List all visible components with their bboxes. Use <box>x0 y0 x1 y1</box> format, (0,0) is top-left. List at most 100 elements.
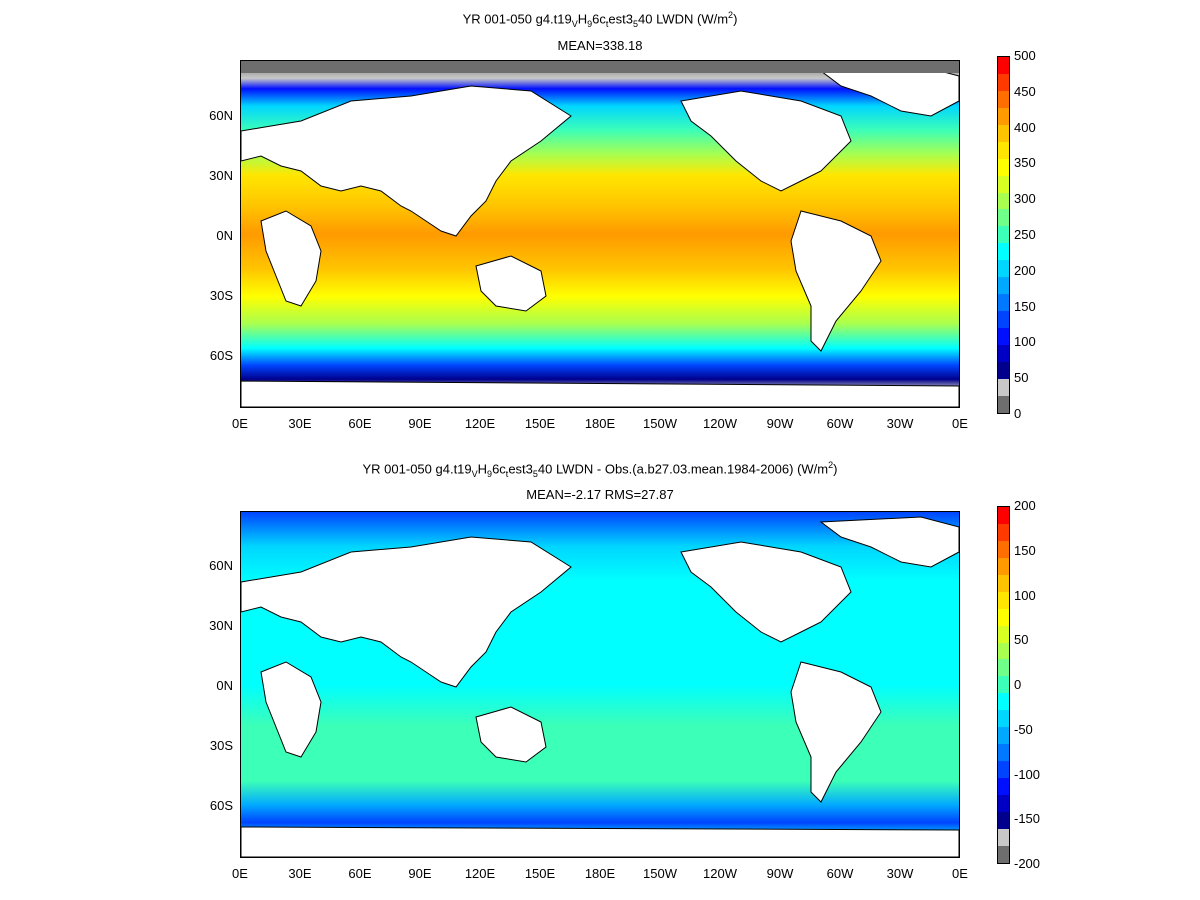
colorbar-tick-label: 50 <box>1014 370 1029 386</box>
colorbar-tick-label: -150 <box>1014 811 1041 827</box>
colorbar-tick-label: 450 <box>1014 83 1036 99</box>
colorbar-tick-label: -100 <box>1014 766 1041 782</box>
lon-tick-label: 30W <box>886 416 914 431</box>
lat-tick-label: 30S <box>209 738 233 753</box>
lon-tick-label: 0E <box>952 416 968 431</box>
lon-tick-label: 150E <box>524 416 556 431</box>
colorbar-segment <box>998 811 1009 829</box>
colorbar-segment <box>998 395 1009 413</box>
colorbar-segment <box>998 277 1009 295</box>
colorbar-tick-label: 500 <box>1014 48 1036 63</box>
lon-tick-label: 90E <box>408 416 432 431</box>
colorbar-segment <box>998 192 1009 210</box>
colorbar-segment <box>998 794 1009 812</box>
panel-subtitle: MEAN=-2.17 RMS=27.87 <box>526 487 674 502</box>
colorbar-segment <box>998 676 1009 694</box>
lon-tick-label: 0E <box>952 866 968 881</box>
colorbar-segment <box>998 507 1009 524</box>
lon-tick-label: 150W <box>643 416 677 431</box>
lon-tick-label: 90W <box>766 416 794 431</box>
lon-tick-label: 30E <box>288 866 312 881</box>
panel-lwdn: YR 001-050 g4.t19VH96ctest3540 LWDN (W/m… <box>209 10 1036 431</box>
colorbar-segment <box>998 226 1009 244</box>
colorbar <box>997 506 1010 864</box>
colorbar-tick-label: 200 <box>1014 498 1036 513</box>
lon-tick-label: 0E <box>232 866 248 881</box>
colorbar-segment <box>998 344 1009 362</box>
colorbar-tick-label: 50 <box>1014 632 1029 648</box>
colorbar-segment <box>998 90 1009 108</box>
colorbar-tick-label: 0 <box>1014 677 1022 692</box>
lon-tick-label: 60E <box>348 416 372 431</box>
lon-tick-label: 180E <box>584 416 616 431</box>
colorbar-tick-label: 250 <box>1014 227 1036 242</box>
map-plot <box>240 60 960 408</box>
lon-tick-label: 120W <box>703 416 737 431</box>
colorbar-segment <box>998 540 1009 558</box>
colorbar-segment <box>998 124 1009 142</box>
lat-tick-label: 0N <box>216 678 233 693</box>
colorbar-segment <box>998 625 1009 643</box>
colorbar-segment <box>998 378 1009 396</box>
colorbar-tick-label: 300 <box>1014 191 1036 207</box>
panel-title: YR 001-050 g4.t19VH96ctest3540 LWDN (W/m… <box>462 10 738 29</box>
colorbar-segment <box>998 659 1009 677</box>
colorbar-segment <box>998 744 1009 762</box>
colorbar-segment <box>998 761 1009 778</box>
colorbar-segment <box>998 209 1009 227</box>
colorbar-segment <box>998 693 1009 711</box>
colorbar-segment <box>998 243 1009 261</box>
lon-tick-label: 150E <box>524 866 556 881</box>
colorbar-segment <box>998 328 1009 345</box>
colorbar-segment <box>998 574 1009 592</box>
colorbar-tick-label: 0 <box>1014 406 1022 421</box>
colorbar-segment <box>998 175 1009 193</box>
colorbar-segment <box>998 710 1009 728</box>
lat-tick-label: 60N <box>209 558 233 573</box>
lat-tick-label: 60S <box>209 798 233 813</box>
colorbar-segment <box>998 608 1009 626</box>
map-svg <box>241 61 959 407</box>
lon-tick-label: 90E <box>408 866 432 881</box>
lon-tick-label: 90W <box>766 866 794 881</box>
colorbar-segment <box>998 107 1009 125</box>
colorbar-tick-label: 150 <box>1014 542 1036 558</box>
lat-tick-label: 60S <box>209 348 233 363</box>
lon-tick-label: 60W <box>826 866 854 881</box>
colorbar-segment <box>998 845 1009 863</box>
map-plot <box>240 511 960 858</box>
lon-tick-label: 60E <box>348 866 372 881</box>
colorbar-segment <box>998 361 1009 379</box>
colorbar-segment <box>998 523 1009 541</box>
colorbar-segment <box>998 557 1009 575</box>
panel-subtitle: MEAN=338.18 <box>557 38 643 53</box>
colorbar-tick-label: 100 <box>1014 587 1036 603</box>
colorbar-tick-label: 150 <box>1014 298 1036 314</box>
colorbar <box>997 56 1010 414</box>
colorbar-segment <box>998 311 1009 328</box>
arctic-ice <box>241 61 959 73</box>
lon-tick-label: 0E <box>232 416 248 431</box>
colorbar-tick-label: 350 <box>1014 155 1036 171</box>
colorbar-segment <box>998 73 1009 91</box>
colorbar-segment <box>998 57 1009 74</box>
continents <box>241 516 959 857</box>
colorbar-segment <box>998 141 1009 159</box>
colorbar-tick-label: 200 <box>1014 262 1036 278</box>
lon-tick-label: 30E <box>288 416 312 431</box>
lon-tick-label: 150W <box>643 866 677 881</box>
colorbar-segment <box>998 778 1009 795</box>
lon-tick-label: 120E <box>464 416 496 431</box>
colorbar-segment <box>998 591 1009 609</box>
colorbar-tick-label: 100 <box>1014 334 1036 350</box>
lon-tick-label: 120W <box>703 866 737 881</box>
colorbar-tick-label: -200 <box>1014 856 1041 871</box>
lat-tick-label: 60N <box>209 108 233 123</box>
colorbar-tick-label: -50 <box>1014 721 1033 737</box>
lat-tick-label: 30N <box>209 618 233 633</box>
map-svg <box>241 512 959 857</box>
panel-title: YR 001-050 g4.t19VH96ctest3540 LWDN - Ob… <box>362 460 838 479</box>
continents <box>241 65 959 407</box>
lon-tick-label: 30W <box>886 866 914 881</box>
lon-tick-label: 60W <box>826 416 854 431</box>
